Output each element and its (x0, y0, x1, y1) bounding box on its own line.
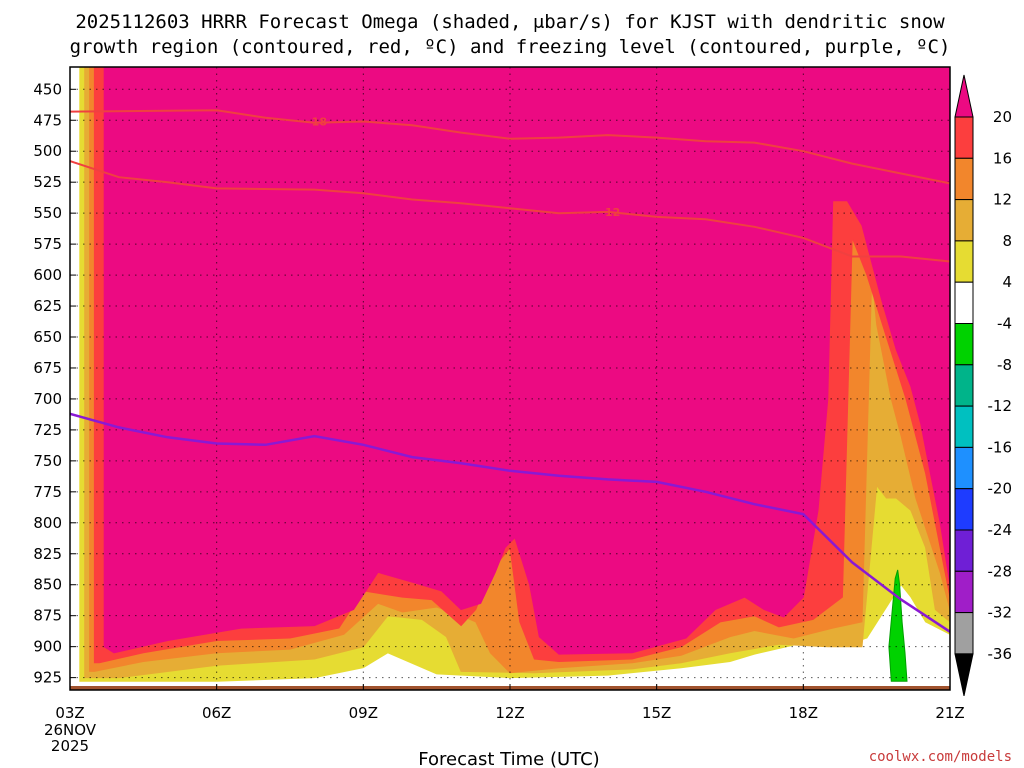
y-tick-label-575: 575 (33, 235, 62, 253)
x-axis-title: Forecast Time (UTC) (418, 749, 599, 768)
y-tick-label-750: 750 (33, 452, 62, 470)
y-tick-label-450: 450 (33, 80, 62, 98)
colorbar-bin--24-to--20 (954, 488, 974, 531)
y-tick-label-625: 625 (33, 297, 62, 315)
dgz-label-minus12: 12 (605, 206, 620, 219)
y-tick-label-900: 900 (33, 638, 62, 656)
colorbar-label--4: -4 (997, 315, 1012, 333)
colorbar-label-20: 20 (993, 108, 1012, 126)
colorbar-bin-8-to-12 (954, 199, 974, 242)
x-tick-label-12Z: 12Z (495, 704, 524, 722)
colorbar-bin--8-to--4 (954, 323, 974, 366)
colorbar-bin--28-to--24 (954, 529, 974, 572)
colorbar-label--36: -36 (988, 645, 1013, 663)
colorbar-bin--20-to--16 (954, 446, 974, 490)
colorbar: 20 16 12 8 4 -4 -8 -12 -16 -20 -24 -28 -32 -36 (954, 74, 1013, 697)
x-tick-label-15Z: 15Z (642, 704, 671, 722)
x-tick-label-21Z: 21Z (935, 704, 964, 722)
dgz-contour-minus18 (70, 109, 950, 185)
y-tick-label-550: 550 (33, 204, 62, 222)
plot-area: 1812450475500525550575600625650675700725… (33, 66, 965, 755)
y-tick-label-475: 475 (33, 111, 62, 129)
x-tick-label-06Z: 06Z (202, 704, 231, 722)
colorbar-bin-4-to-8 (954, 240, 974, 283)
colorbar-top-arrow (954, 74, 974, 118)
y-tick-label-650: 650 (33, 328, 62, 346)
colorbar-label-12: 12 (993, 191, 1012, 209)
x-date-label-0: 26NOV (44, 721, 97, 739)
colorbar-bin--36-to--32 (954, 612, 974, 655)
omega-region-20 (103, 67, 950, 655)
colorbar-label--28: -28 (988, 562, 1013, 580)
x-tick-label-09Z: 09Z (349, 704, 378, 722)
colorbar-bin--32-to--28 (954, 570, 974, 614)
colorbar-bin--16-to--12 (954, 405, 974, 448)
y-tick-label-700: 700 (33, 390, 62, 408)
x-date-label-1: 2025 (51, 737, 89, 755)
colorbar-label--24: -24 (988, 521, 1013, 539)
x-tick-label-18Z: 18Z (789, 704, 818, 722)
y-tick-label-675: 675 (33, 359, 62, 377)
dgz-label-minus18: 18 (312, 115, 327, 128)
colorbar-bin-12-to-16 (954, 157, 974, 201)
colorbar-bin--12-to--8 (954, 364, 974, 407)
colorbar-label--16: -16 (988, 438, 1013, 456)
colorbar-bottom-arrow (954, 653, 974, 697)
y-tick-label-925: 925 (33, 669, 62, 687)
colorbar-label--8: -8 (997, 356, 1012, 374)
colorbar-label--12: -12 (988, 397, 1013, 415)
y-tick-label-800: 800 (33, 514, 62, 532)
y-tick-label-600: 600 (33, 266, 62, 284)
colorbar-label--32: -32 (988, 604, 1013, 622)
colorbar-label--20: -20 (988, 480, 1013, 498)
watermark: coolwx.com/models (869, 749, 1012, 765)
dgz-contour-minus12 (70, 160, 950, 263)
y-tick-label-500: 500 (33, 142, 62, 160)
y-tick-label-775: 775 (33, 483, 62, 501)
y-tick-label-875: 875 (33, 607, 62, 625)
omega-negative-plume (888, 569, 908, 682)
colorbar-bin--4-to-4 (954, 281, 974, 325)
y-tick-label-725: 725 (33, 421, 62, 439)
colorbar-label-16: 16 (993, 149, 1012, 167)
chart-title-line-2: growth region (contoured, red, ºC) and f… (70, 36, 951, 58)
colorbar-label-4: 4 (1002, 273, 1012, 291)
colorbar-label-8: 8 (1002, 232, 1012, 250)
y-tick-label-825: 825 (33, 545, 62, 563)
x-tick-label-03Z: 03Z (55, 704, 84, 722)
y-tick-label-850: 850 (33, 576, 62, 594)
freezing-level-line (70, 412, 950, 633)
chart-title-line-1: 2025112603 HRRR Forecast Omega (shaded, … (75, 11, 945, 33)
y-tick-label-525: 525 (33, 173, 62, 191)
colorbar-bin-16-to-20 (954, 116, 974, 159)
